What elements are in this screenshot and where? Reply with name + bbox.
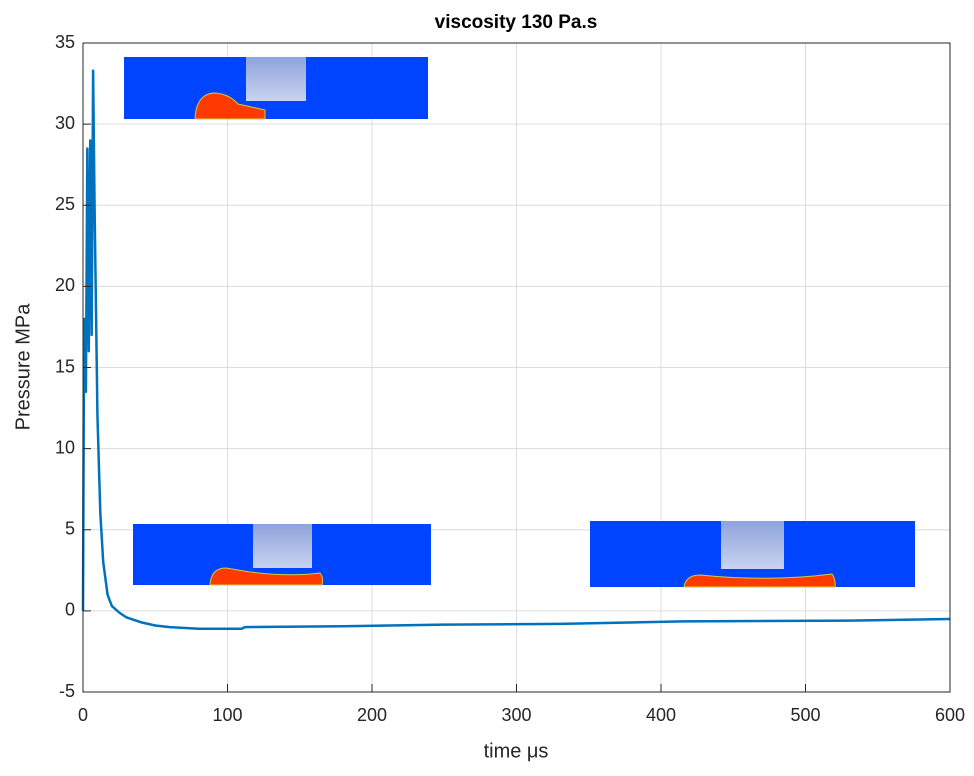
y-tick-label: 15 [55,356,75,376]
plot [81,69,951,630]
x-tick-label: 200 [357,705,387,725]
x-tick-label: 400 [646,705,676,725]
y-tick-label: 0 [65,600,75,620]
x-axis-label: time μs [484,740,549,762]
y-tick-label: 10 [55,437,75,457]
grid [82,42,951,693]
y-tick-label: 20 [55,275,75,295]
chart-title: viscosity 130 Pa.s [435,12,598,33]
x-tick-label: 500 [790,705,820,725]
x-tick-label: 0 [78,705,88,725]
inset-image [124,57,428,120]
inset-image [133,524,431,586]
y-tick-label: 35 [55,32,75,52]
y-tick-label: 25 [55,194,75,214]
y-tick-label: 5 [65,519,75,539]
data-line [81,69,951,630]
y-tick-label: 30 [55,113,75,133]
x-tick-label: 100 [212,705,242,725]
y-axis-label: Pressure MPa [12,303,34,431]
inset-image [590,521,915,588]
x-tick-label: 600 [935,705,965,725]
x-tick-label: 300 [501,705,531,725]
y-tick-label: -5 [59,681,75,701]
